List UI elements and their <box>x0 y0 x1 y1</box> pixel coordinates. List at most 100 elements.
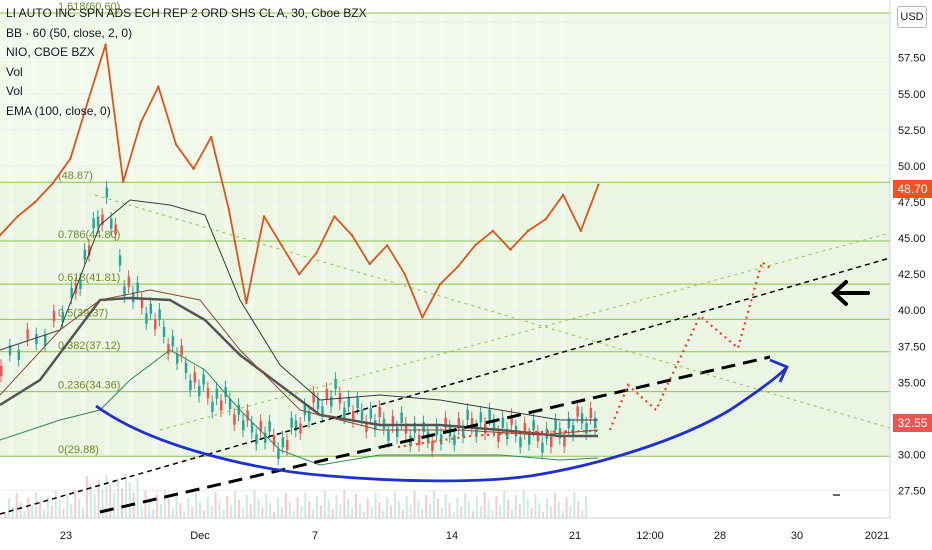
volume-bar <box>183 512 186 518</box>
nio-candle-body <box>299 423 302 434</box>
session-band <box>320 0 326 518</box>
volume-bar <box>468 502 471 518</box>
volume-bar <box>105 475 108 518</box>
volume-bar <box>19 502 22 518</box>
nio-candle-body <box>154 319 157 330</box>
nio-candle-body <box>580 413 584 424</box>
li-price-point <box>474 244 477 247</box>
nio-candle-body <box>308 411 311 422</box>
nio-price-tag: 32.55 <box>893 414 932 432</box>
volume-bar <box>397 501 400 518</box>
volume-label-2[interactable]: Vol <box>6 84 23 98</box>
volume-bar <box>585 496 588 518</box>
volume-label-1[interactable]: Vol <box>6 64 23 79</box>
bb-indicator-label[interactable]: BB · 60 (50, close, 2, 0) <box>6 25 133 40</box>
y-tick-label: 45.00 <box>898 233 926 245</box>
volume-bar <box>405 496 408 518</box>
nio-candle-body <box>255 434 258 445</box>
nio-candle-body <box>316 398 320 410</box>
volume-bar <box>374 493 377 518</box>
li-price-point <box>192 167 195 171</box>
volume-bar <box>46 496 49 518</box>
volume-bar <box>128 483 131 518</box>
session-band <box>56 0 62 518</box>
volume-bar <box>15 493 18 518</box>
x-tick-label: 14 <box>446 530 458 542</box>
nio-candle-body <box>250 422 254 433</box>
li-price-point <box>368 262 371 266</box>
nio-candle-body <box>585 423 588 434</box>
nio-candle-body <box>347 396 351 407</box>
y-tick-label: 42.50 <box>898 269 926 281</box>
session-band <box>488 0 494 518</box>
volume-bar <box>343 490 346 518</box>
li-price-point <box>438 283 442 286</box>
volume-bar <box>156 495 159 518</box>
volume-bar <box>444 494 447 518</box>
fib-level-label: 0.236(34.36) <box>58 380 120 392</box>
fib-level-label: 0.618(41.81) <box>58 272 120 284</box>
nio-candle-body <box>431 440 434 451</box>
volume-bar <box>4 512 6 518</box>
nio-candle-body <box>532 420 535 431</box>
red-dotted-base <box>397 429 599 449</box>
bollinger-upper <box>0 199 598 421</box>
volume-bar <box>495 496 498 518</box>
volume-bar <box>538 503 541 518</box>
volume-bar <box>121 488 123 518</box>
volume-bar <box>288 502 291 518</box>
volume-bar <box>273 512 276 518</box>
nio-candle-body <box>576 406 579 417</box>
li-price-point <box>597 183 600 186</box>
session-band <box>128 0 134 518</box>
volume-bar <box>440 508 443 518</box>
volume-bar <box>323 491 326 518</box>
nio-candle-body <box>360 409 364 420</box>
volume-bar <box>218 501 221 518</box>
volume-bar <box>292 511 295 518</box>
volume-bar <box>50 505 53 518</box>
y-tick-label: 47.50 <box>898 197 926 209</box>
nio-candle-body <box>118 255 122 266</box>
time-axis-background <box>0 518 932 550</box>
black-arrow-annotation <box>831 280 870 306</box>
volume-bar <box>11 507 14 518</box>
volume-bar <box>234 491 237 518</box>
volume-bar <box>66 495 69 518</box>
session-band <box>272 0 278 518</box>
currency-button[interactable]: USD <box>897 6 927 28</box>
volume-bar <box>265 494 268 518</box>
symbol-title[interactable]: LI AUTO INC SPN ADS ECH REP 2 ORD SHS CL… <box>6 6 367 20</box>
nio-candle-body <box>44 335 47 346</box>
session-band <box>344 0 350 518</box>
nio-candle-body <box>162 326 166 337</box>
session-band <box>176 0 182 518</box>
nio-candle-body <box>140 297 144 309</box>
li-price-point <box>544 218 547 221</box>
volume-bar <box>390 506 393 518</box>
compare-symbol-label[interactable]: NIO, CBOE BZX <box>6 45 95 59</box>
nio-candle-body <box>88 245 91 256</box>
nio-candle-body <box>215 388 219 399</box>
nio-candle-body <box>404 423 408 434</box>
session-band <box>560 0 566 518</box>
nio-candle-body <box>462 426 465 437</box>
nio-candle-body <box>158 309 161 320</box>
volume-bar <box>565 497 568 518</box>
li-price-point <box>579 229 582 233</box>
nio-candle-body <box>334 378 337 389</box>
ema-indicator-label[interactable]: EMA (100, close, 0) <box>6 103 111 118</box>
x-tick-label: 2021 <box>865 530 889 542</box>
li-price-point <box>122 180 125 184</box>
volume-bar <box>136 478 139 518</box>
nio-candle-body <box>378 406 381 417</box>
volume-bar <box>366 498 369 518</box>
volume-bar <box>433 490 435 518</box>
volume-bar <box>401 510 404 518</box>
blue-curve-arrowhead <box>769 358 789 383</box>
session-band <box>296 0 302 518</box>
volume-bar <box>148 500 151 518</box>
volume-bar <box>351 508 354 518</box>
nio-candle-body <box>488 409 491 420</box>
